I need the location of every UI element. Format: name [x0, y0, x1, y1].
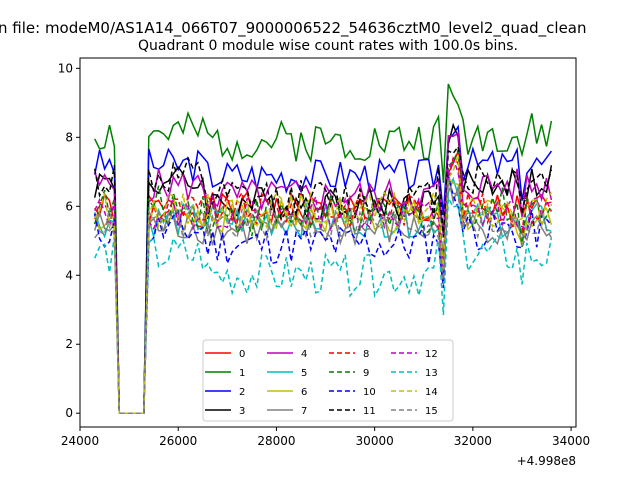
y-tick-label: 4 [65, 268, 73, 282]
y-tick-label: 0 [65, 406, 73, 420]
legend-label-0: 0 [239, 349, 245, 360]
legend-label-5: 5 [301, 368, 307, 379]
legend-label-2: 2 [239, 387, 245, 398]
series-line-9 [93, 149, 553, 414]
legend-label-3: 3 [239, 406, 245, 417]
x-tick-label: 30000 [356, 434, 394, 448]
figure-suptitle: n file: modeM0/AS1A14_066T07_9000006522_… [0, 19, 587, 38]
series-line-15 [94, 179, 553, 414]
legend-label-15: 15 [425, 406, 438, 417]
x-tick-label: 24000 [61, 434, 99, 448]
series-line-12 [94, 156, 552, 414]
legend-label-11: 11 [363, 406, 376, 417]
axes-frame [79, 57, 577, 428]
chart-title: Quadrant 0 module wise count rates with … [138, 38, 518, 54]
series-layer [93, 83, 553, 414]
legend-label-8: 8 [363, 349, 369, 360]
y-axis-ticks: 0 2 4 6 8 10 [58, 61, 80, 420]
legend-box [202, 339, 454, 422]
legend-label-10: 10 [363, 387, 376, 398]
series-line-1 [94, 83, 553, 414]
series-line-14 [94, 154, 553, 414]
x-tick-label: 34000 [552, 434, 590, 448]
y-tick-label: 10 [58, 61, 73, 75]
legend-label-1: 1 [239, 368, 245, 379]
series-line-13 [94, 195, 553, 414]
y-tick-label: 8 [65, 130, 73, 144]
legend-label-12: 12 [425, 349, 438, 360]
x-tick-label: 32000 [454, 434, 492, 448]
y-tick-label: 6 [65, 199, 73, 213]
x-tick-label: 26000 [159, 434, 197, 448]
legend-label-13: 13 [425, 368, 438, 379]
legend-label-9: 9 [363, 368, 369, 379]
series-line-4 [94, 131, 553, 414]
legend-label-7: 7 [301, 406, 307, 417]
legend-label-6: 6 [301, 387, 307, 398]
x-axis-ticks: 24000 26000 28000 30000 32000 34000 [61, 427, 590, 448]
x-axis-offset-label: +4.998e8 [517, 454, 576, 468]
legend-label-4: 4 [301, 349, 307, 360]
x-tick-label: 28000 [257, 434, 295, 448]
legend-label-14: 14 [425, 387, 438, 398]
series-line-3 [93, 122, 553, 414]
series-line-10 [93, 175, 552, 414]
series-line-2 [93, 124, 553, 414]
y-tick-label: 2 [65, 337, 73, 351]
